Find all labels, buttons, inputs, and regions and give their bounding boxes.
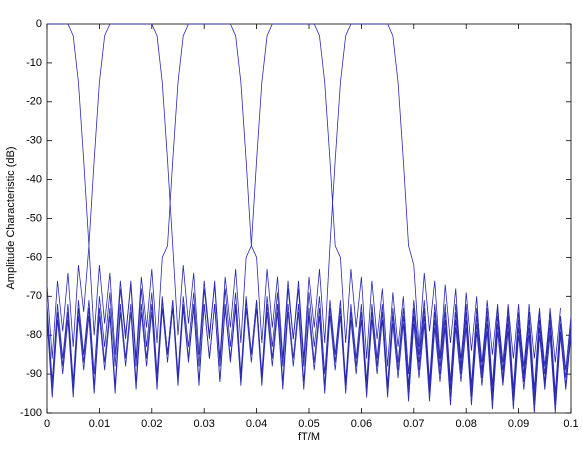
response-line (47, 23, 572, 414)
y-tick-label: -10 (26, 57, 42, 69)
x-tick-label: 0.1 (563, 418, 578, 430)
x-tick-label: 0.06 (351, 418, 372, 430)
y-tick-label: -70 (26, 290, 42, 302)
y-tick-label: -50 (26, 212, 42, 224)
x-tick-label: 0.07 (403, 418, 424, 430)
y-tick-label: -80 (26, 329, 42, 341)
x-tick-label: 0 (44, 418, 50, 430)
x-tick-label: 0.03 (193, 418, 214, 430)
y-axis-label: Amplitude Characteristic (dB) (5, 146, 17, 289)
x-tick-label: 0.01 (89, 418, 110, 430)
x-tick-label: 0.04 (246, 418, 267, 430)
y-tick-label: -30 (26, 135, 42, 147)
y-tick-label: -60 (26, 251, 42, 263)
y-tick-label: -100 (20, 407, 42, 419)
x-tick-label: 0.08 (455, 418, 476, 430)
y-tick-label: -20 (26, 96, 42, 108)
y-tick-label: 0 (36, 18, 42, 30)
y-tick-label: -40 (26, 174, 42, 186)
y-tick-label: -90 (26, 368, 42, 380)
response-line (46, 23, 572, 406)
x-tick-label: 0.02 (141, 418, 162, 430)
response-line (46, 23, 572, 394)
response-line (46, 23, 561, 398)
x-axis-label: fT/M (298, 431, 320, 443)
x-tick-label: 0.09 (508, 418, 529, 430)
x-tick-label: 0.05 (298, 418, 319, 430)
